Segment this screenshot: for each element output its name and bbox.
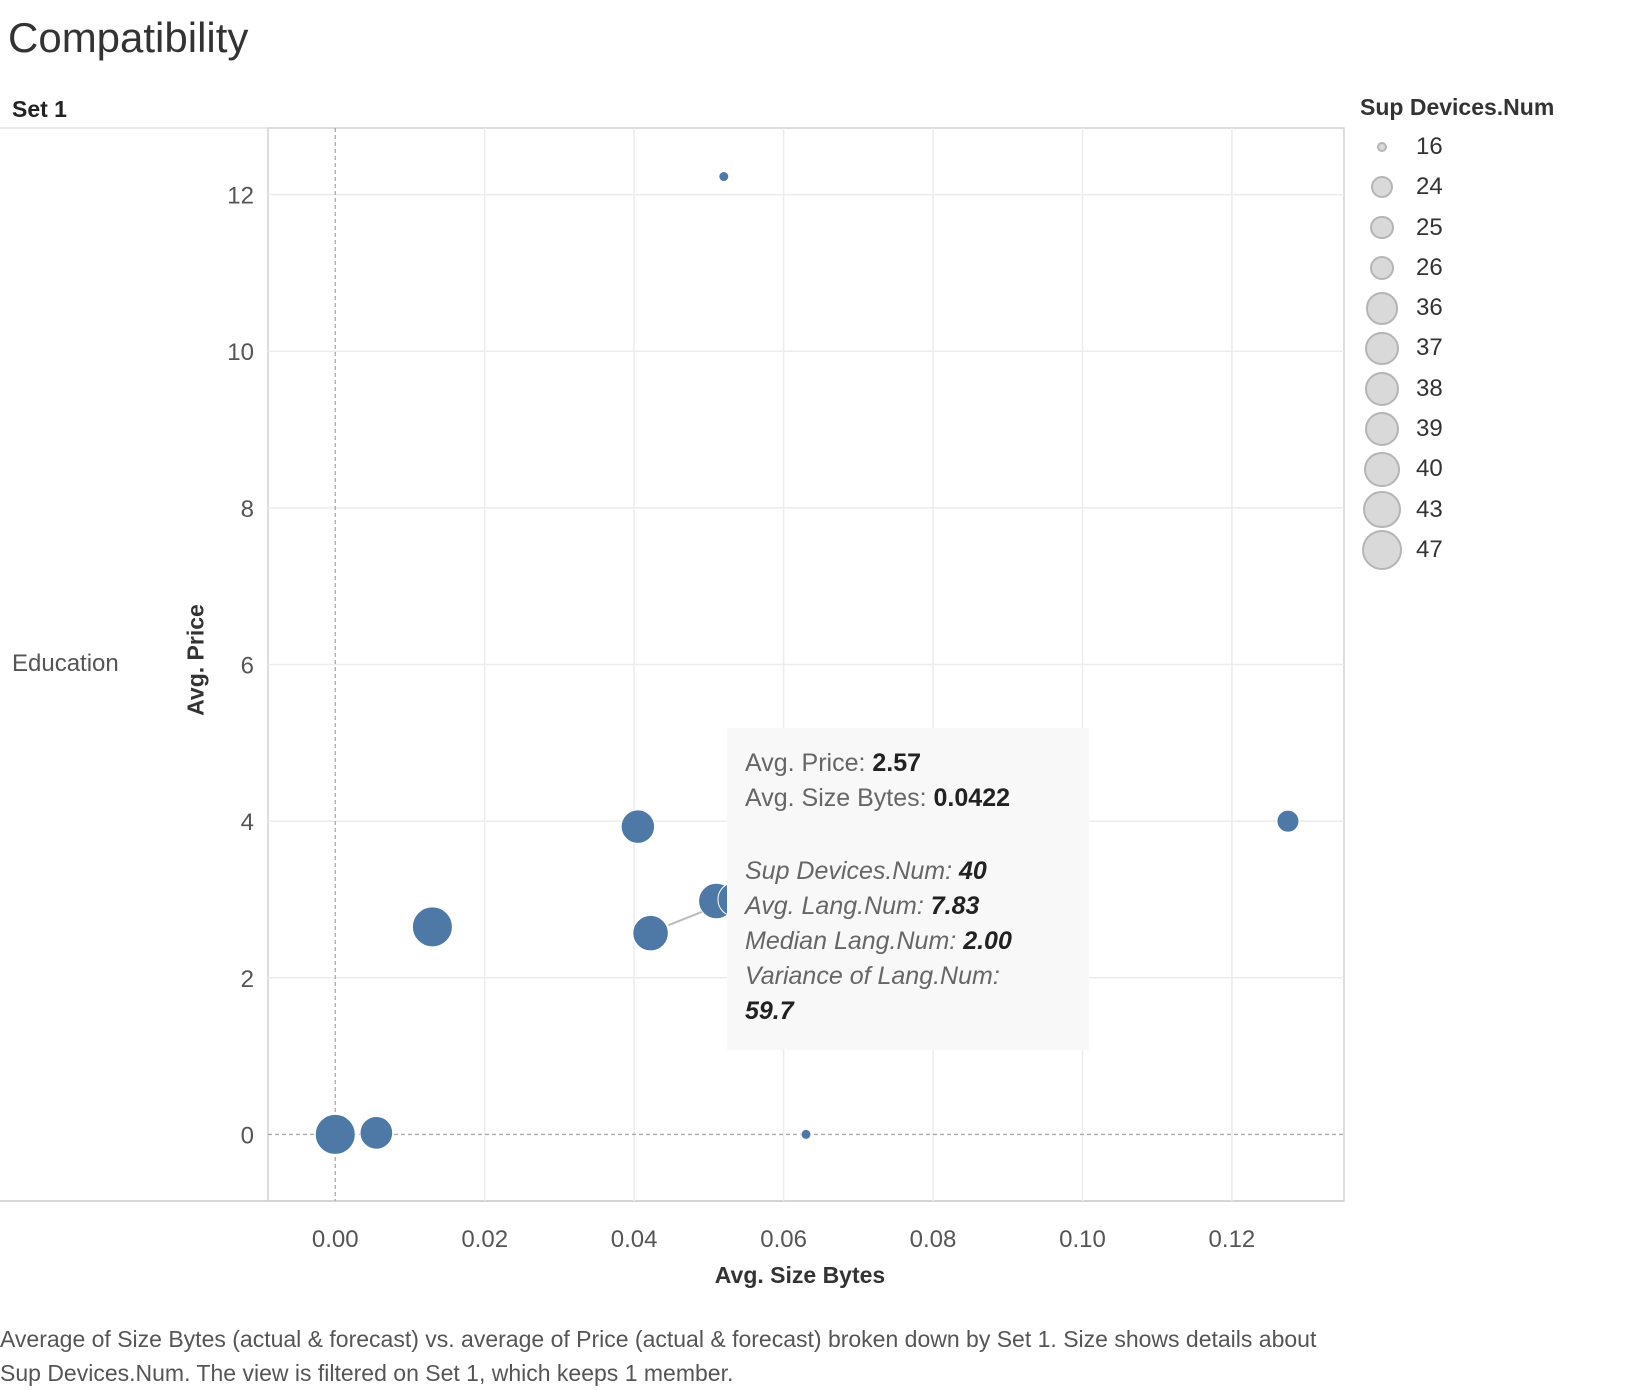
legend-label: 47 <box>1416 535 1443 563</box>
x-tick-label: 0.00 <box>312 1226 359 1253</box>
tooltip-median-label: Median Lang.Num: <box>745 927 957 955</box>
scatter-point <box>620 809 656 844</box>
legend-label: 36 <box>1416 294 1443 322</box>
legend-label: 26 <box>1416 253 1443 281</box>
legend-label: 43 <box>1416 495 1443 523</box>
tooltip-devices-value: 40 <box>958 857 987 885</box>
y-tick-label: 0 <box>241 1122 254 1149</box>
legend-item: 38 <box>1360 369 1554 409</box>
y-tick-label: 6 <box>241 653 254 680</box>
x-tick-label: 0.10 <box>1059 1226 1106 1253</box>
legend-item: 25 <box>1360 208 1554 248</box>
scatter-point <box>800 1128 812 1140</box>
tooltip-median-value: 2.00 <box>963 927 1012 955</box>
legend-label: 38 <box>1416 374 1443 402</box>
legend-size-swatch <box>1370 216 1394 240</box>
y-tick-label: 4 <box>241 809 254 836</box>
x-tick-label: 0.04 <box>611 1226 658 1253</box>
legend-size-swatch <box>1364 411 1400 447</box>
tooltip-size-value: 0.0422 <box>933 784 1010 812</box>
legend-label: 16 <box>1416 133 1443 160</box>
legend-label: 37 <box>1416 334 1443 362</box>
x-tick-label: 0.02 <box>461 1226 508 1253</box>
scatter-point <box>718 171 730 183</box>
tooltip-price-row: Avg. Price: 2.57 <box>745 746 1071 781</box>
y-tick-label: 12 <box>227 183 254 210</box>
y-axis-title: Avg. Price <box>182 604 209 716</box>
legend-label: 25 <box>1416 213 1443 241</box>
scatter-point <box>632 914 669 952</box>
tooltip-gap <box>745 816 1071 854</box>
legend-size-swatch <box>1363 490 1401 529</box>
tooltip-price-label: Avg. Price: <box>745 749 866 777</box>
legend-items: 16 24 25 26 36 37 38 39 40 43 47 <box>1360 127 1554 570</box>
legend-size-swatch <box>1377 142 1387 152</box>
tooltip-devices-row: Sup Devices.Num: 40 <box>745 854 1071 889</box>
y-tick-label: 8 <box>241 496 254 523</box>
legend-size-swatch <box>1369 255 1395 280</box>
legend-label: 39 <box>1416 415 1443 443</box>
tooltip-lang-label: Avg. Lang.Num: <box>745 892 924 920</box>
legend-size-swatch <box>1365 291 1399 325</box>
row-label-education: Education <box>12 650 119 677</box>
set-header: Set 1 <box>12 96 67 122</box>
tooltip-size-label: Avg. Size Bytes: <box>745 784 927 812</box>
scatter-point <box>359 1116 394 1150</box>
chart-caption: Average of Size Bytes (actual & forecast… <box>0 1326 1317 1386</box>
x-tick-label: 0.06 <box>760 1226 807 1253</box>
legend-label: 40 <box>1416 455 1443 483</box>
legend-size-swatch <box>1370 176 1394 199</box>
size-legend[interactable]: Sup Devices.Num 16 24 25 26 36 37 38 39 40 43 47 <box>1360 94 1554 570</box>
tooltip-variance-label: Variance of Lang.Num: <box>745 962 1000 990</box>
legend-item: 36 <box>1360 288 1554 328</box>
x-tick-label: 0.08 <box>910 1226 957 1253</box>
legend-item: 16 <box>1360 127 1554 167</box>
legend-item: 26 <box>1360 248 1554 288</box>
tooltip-devices-label: Sup Devices.Num: <box>745 857 953 885</box>
legend-size-swatch <box>1365 331 1399 366</box>
y-tick-label: 2 <box>241 966 254 993</box>
page-title: Compatibility <box>8 14 249 61</box>
legend-item: 43 <box>1360 490 1554 530</box>
legend-item: 39 <box>1360 409 1554 449</box>
scatter-point <box>1276 809 1300 833</box>
tooltip-variance-value-row: 59.7 <box>745 994 1071 1029</box>
scatter-point <box>411 906 453 948</box>
tooltip-size-row: Avg. Size Bytes: 0.0422 <box>745 781 1071 816</box>
tooltip-lang-value: 7.83 <box>930 892 980 920</box>
legend-item: 47 <box>1360 529 1554 570</box>
legend-size-swatch <box>1364 371 1400 406</box>
x-tick-label: 0.12 <box>1209 1226 1256 1253</box>
tooltip-lang-row: Avg. Lang.Num: 7.83 <box>745 889 1071 924</box>
tooltip-price-value: 2.57 <box>872 749 922 777</box>
legend-size-swatch <box>1362 529 1402 570</box>
legend-item: 24 <box>1360 167 1554 207</box>
y-tick-label: 10 <box>227 339 254 366</box>
tooltip-median-row: Median Lang.Num: 2.00 <box>745 924 1071 959</box>
legend-label: 24 <box>1416 173 1443 201</box>
x-axis-title: Avg. Size Bytes <box>714 1262 886 1288</box>
legend-title: Sup Devices.Num <box>1360 94 1555 120</box>
legend-item: 37 <box>1360 328 1554 368</box>
tooltip-variance-row: Variance of Lang.Num: <box>745 959 1071 994</box>
tooltip: Avg. Price: 2.57 Avg. Size Bytes: 0.0422… <box>727 728 1089 1050</box>
legend-item: 40 <box>1360 449 1554 489</box>
tooltip-variance-value: 59.7 <box>745 997 794 1025</box>
legend-size-swatch <box>1364 451 1400 488</box>
scatter-point <box>314 1113 356 1155</box>
